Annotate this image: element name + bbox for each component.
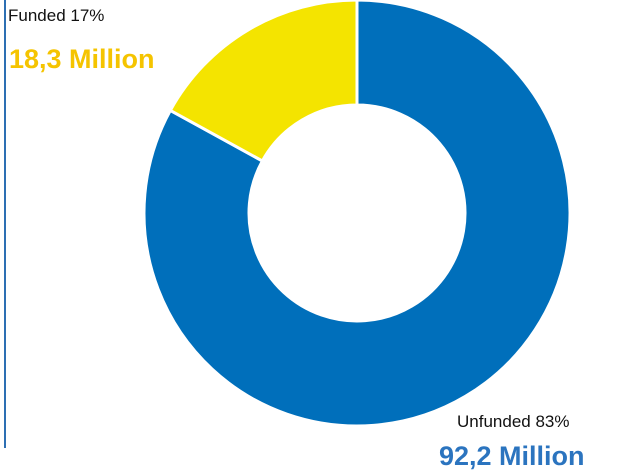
unfunded-amount-label: 92,2 Million (439, 441, 585, 471)
pie-slice-funded (168, 0, 359, 164)
funded-amount-label: 18,3 Million (9, 44, 155, 74)
unfunded-percent-label: Unfunded 83% (457, 412, 570, 431)
funded-percent-label: Funded 17% (8, 6, 105, 25)
left-rule-line (4, 0, 6, 448)
pie-slice-unfunded (142, 0, 572, 428)
